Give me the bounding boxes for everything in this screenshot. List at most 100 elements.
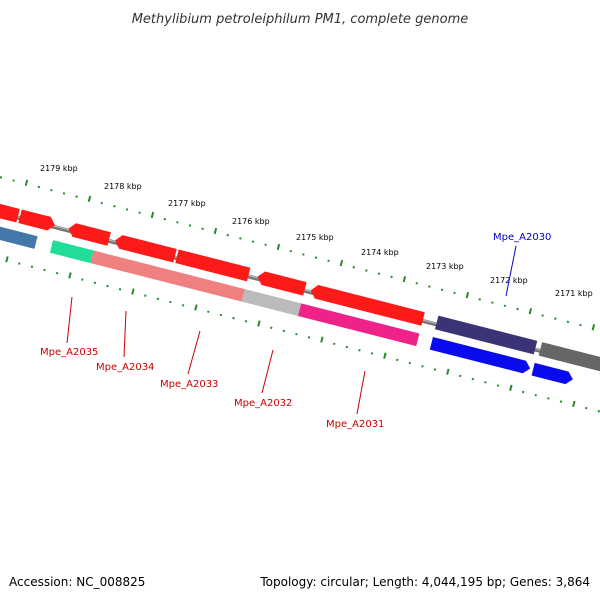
gene-label-mpe-a2032[interactable]: Mpe_A2032 xyxy=(234,398,292,409)
scale-tick xyxy=(509,384,513,391)
gene-arrow-red-1[interactable] xyxy=(67,222,111,246)
gene-arrow-red-2[interactable] xyxy=(113,234,177,263)
scale-track-lower xyxy=(5,256,600,413)
scale-tick xyxy=(169,300,172,304)
scale-tick xyxy=(421,365,424,368)
gene-arrow-blue-1[interactable] xyxy=(429,336,532,375)
accession-text: Accession: NC_008825 xyxy=(9,575,145,589)
gene-leader-lines xyxy=(66,245,517,415)
scale-tick xyxy=(534,393,538,397)
gene-label-mpe-a2034[interactable]: Mpe_A2034 xyxy=(96,362,154,373)
gene-label-mpe-a2031[interactable]: Mpe_A2031 xyxy=(326,419,384,430)
scale-tick xyxy=(428,285,431,288)
gene-arrow-red-4[interactable] xyxy=(256,270,307,296)
scale-tick xyxy=(24,179,29,186)
scale-tick xyxy=(390,275,393,279)
scale-tick xyxy=(87,195,92,203)
scale-tick xyxy=(339,259,344,267)
scale-tick xyxy=(458,374,462,378)
gene-arrow-red-5[interactable] xyxy=(309,284,425,326)
leader-line xyxy=(356,370,366,415)
scale-tick xyxy=(194,304,198,311)
scale-tick xyxy=(43,268,46,272)
gene-arrow-steel-blue[interactable] xyxy=(0,223,38,249)
gene-arrow-dark-blue[interactable] xyxy=(434,315,538,355)
scale-tick xyxy=(302,253,305,256)
kbp-label: 2179 kbp xyxy=(40,164,78,173)
gene-arrow-gray[interactable] xyxy=(538,342,600,375)
leader-line xyxy=(187,330,201,375)
gene-labels: Mpe_A2035 Mpe_A2034 Mpe_A2033 Mpe_A2032 … xyxy=(40,232,551,430)
scale-tick xyxy=(327,259,330,263)
scale-tick xyxy=(30,265,34,268)
scale-tick xyxy=(554,317,557,320)
scale-tick xyxy=(503,304,507,308)
scale-tick xyxy=(5,256,9,263)
gene-label-mpe-a2030[interactable]: Mpe_A2030 xyxy=(493,232,551,243)
gene-label-mpe-a2033[interactable]: Mpe_A2033 xyxy=(160,379,218,390)
gene-label-mpe-a2035[interactable]: Mpe_A2035 xyxy=(40,347,98,358)
scale-tick xyxy=(113,205,116,208)
scale-tick xyxy=(307,336,311,339)
scale-tick xyxy=(597,410,600,413)
scale-tick xyxy=(138,211,141,214)
scale-tick xyxy=(433,368,437,371)
scale-tick xyxy=(358,349,361,352)
scale-tick xyxy=(440,288,444,291)
gene-bar-mint[interactable] xyxy=(49,240,94,264)
genome-summary-text: Topology: circular; Length: 4,044,195 bp… xyxy=(259,575,590,589)
scale-tick xyxy=(591,324,596,331)
kbp-label: 2174 kbp xyxy=(361,248,399,257)
scale-tick xyxy=(68,272,72,279)
scale-tick xyxy=(396,358,399,362)
scale-tick xyxy=(37,185,41,189)
scale-tick xyxy=(453,291,456,295)
scale-tick xyxy=(176,221,179,224)
scale-tick xyxy=(333,342,336,346)
kbp-label: 2171 kbp xyxy=(555,289,593,298)
scale-tick xyxy=(251,240,255,243)
scale-tick xyxy=(144,294,147,297)
leader-line xyxy=(123,310,127,358)
kbp-label: 2173 kbp xyxy=(426,262,464,271)
gene-arrow-blue-2[interactable] xyxy=(531,362,575,386)
scale-tick xyxy=(295,332,298,336)
scale-tick xyxy=(370,352,374,355)
scale-tick xyxy=(106,284,109,288)
gene-bar-light-gray[interactable] xyxy=(241,289,302,316)
scale-tick xyxy=(219,313,223,317)
scale-tick xyxy=(491,301,494,304)
scale-tick xyxy=(150,211,155,219)
leader-line xyxy=(66,296,73,344)
scale-tick xyxy=(314,256,318,259)
gene-arrow-left-edge-a[interactable] xyxy=(0,202,20,223)
scale-tick xyxy=(541,314,544,317)
gene-arrow-red-3[interactable] xyxy=(175,249,251,282)
scale-tick xyxy=(383,352,387,359)
scale-tick xyxy=(415,282,418,285)
scale-tick xyxy=(276,243,281,251)
scale-tick xyxy=(0,176,3,179)
scale-tick xyxy=(244,320,248,323)
genome-band xyxy=(0,176,600,413)
scale-tick xyxy=(201,227,204,230)
scale-tick xyxy=(62,192,66,195)
scale-tick xyxy=(50,188,53,192)
gene-arrow-left-edge-b[interactable] xyxy=(18,209,56,231)
scale-tick xyxy=(559,400,563,403)
scale-tick xyxy=(118,288,122,291)
scale-tick xyxy=(213,227,218,235)
map-title: Methylibium petroleiphilum PM1, complete… xyxy=(132,12,469,27)
scale-tick xyxy=(75,195,78,198)
scale-tick xyxy=(270,326,273,329)
scale-tick xyxy=(81,278,84,281)
gene-bar-salmon[interactable] xyxy=(90,250,245,302)
scale-tick xyxy=(18,262,21,265)
kbp-label: 2176 kbp xyxy=(232,217,270,226)
gene-bar-pink[interactable] xyxy=(297,303,420,347)
scale-tick xyxy=(232,316,235,320)
scale-tick xyxy=(377,272,381,275)
scale-tick xyxy=(484,381,487,384)
scale-tick xyxy=(579,323,582,327)
